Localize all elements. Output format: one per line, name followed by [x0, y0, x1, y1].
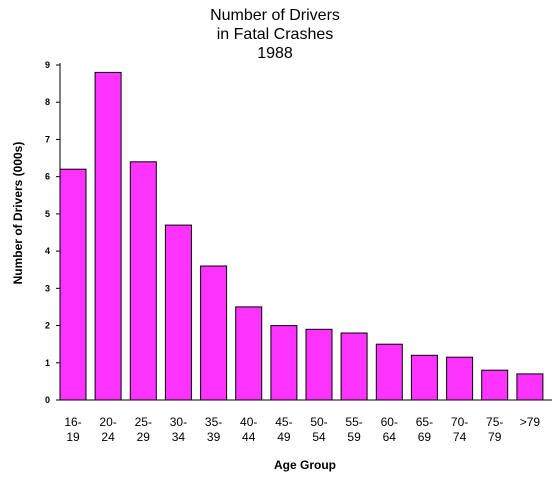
y-tick-label-0: 0 — [45, 395, 50, 405]
y-tick-label-4: 4 — [45, 246, 50, 256]
bar-9 — [375, 343, 403, 401]
axes-group — [59, 63, 552, 401]
x-category-label-8: 55-59 — [345, 415, 362, 444]
x-category-label-9: 60-64 — [381, 415, 398, 444]
x-category-label-11: 70-74 — [451, 415, 468, 444]
y-tick-label-6: 6 — [45, 172, 50, 182]
x-category-label-6: 45-49 — [275, 415, 292, 444]
x-category-label-5: 40-44 — [240, 415, 257, 444]
bar-8 — [340, 332, 368, 401]
x-category-label-7: 50-54 — [310, 415, 327, 444]
bar-0 — [59, 168, 87, 401]
x-category-label-2: 25-29 — [135, 415, 152, 444]
x-category-label-10: 65-69 — [416, 415, 433, 444]
chart-title: Number of Drivers in Fatal Crashes 1988 — [100, 6, 450, 63]
bar-7 — [305, 328, 333, 401]
y-axis-title-text: Number of Drivers (000s) — [11, 141, 25, 285]
chart-title-line-1: Number of Drivers — [210, 7, 340, 24]
chart-title-line-2: in Fatal Crashes — [216, 26, 334, 43]
bar-10 — [410, 354, 438, 401]
bar-6 — [270, 325, 298, 401]
bar-5 — [235, 306, 263, 401]
x-categories-group: 16-19 20-24 25-29 30-34 35-39 40-44 45-49 50-54… — [64, 415, 540, 444]
y-ticks-group: 0 1 2 3 4 5 6 7 8 9 — [45, 60, 60, 405]
bars-group — [59, 71, 544, 401]
x-category-label-0: 16-19 — [64, 415, 81, 444]
bar-1 — [94, 71, 122, 401]
y-tick-label-5: 5 — [45, 209, 50, 219]
y-tick-label-2: 2 — [45, 321, 50, 331]
x-category-label-3: 30-34 — [170, 415, 187, 444]
y-tick-label-3: 3 — [45, 283, 50, 293]
bar-4 — [200, 265, 228, 401]
bar-12 — [481, 369, 509, 401]
y-tick-label-7: 7 — [45, 134, 50, 144]
x-category-label-1: 20-24 — [99, 415, 116, 444]
x-axis-title: Age Group — [274, 458, 336, 472]
chart-title-line-3: 1988 — [257, 45, 293, 62]
bar-2 — [129, 161, 157, 401]
bar-3 — [164, 224, 192, 401]
y-tick-label-9: 9 — [45, 60, 50, 70]
x-category-label-12: 75-79 — [486, 415, 503, 444]
bar-11 — [446, 356, 474, 401]
y-tick-label-1: 1 — [45, 358, 50, 368]
y-tick-label-8: 8 — [45, 97, 50, 107]
x-category-label-13: >79 — [520, 415, 541, 429]
bar-13 — [516, 373, 544, 401]
x-category-label-4: 35-39 — [205, 415, 222, 444]
